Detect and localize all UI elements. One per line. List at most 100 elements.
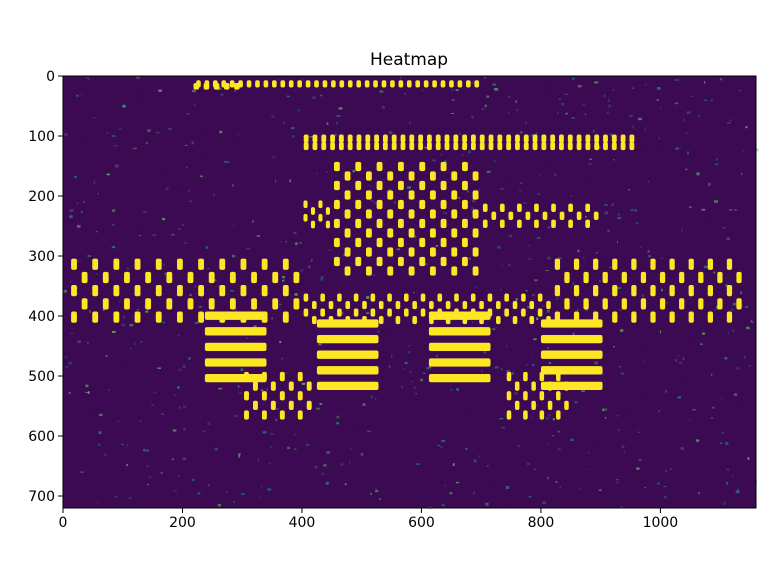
- noise-cell: [138, 215, 140, 219]
- noise-cell: [587, 451, 590, 454]
- hot-cell: [620, 134, 626, 143]
- hot-cell: [314, 80, 319, 88]
- noise-cell: [481, 369, 483, 373]
- noise-cell: [515, 100, 518, 103]
- noise-cell: [214, 448, 219, 451]
- noise-cell: [605, 417, 607, 419]
- noise-cell: [719, 442, 723, 444]
- hot-cell: [629, 142, 635, 151]
- plot-frame: [62, 75, 757, 509]
- noise-cell: [698, 492, 700, 495]
- noise-cell: [714, 163, 719, 165]
- noise-cell: [187, 189, 191, 193]
- noise-cell: [191, 141, 194, 145]
- noise-cell: [173, 489, 178, 492]
- hot-cell: [542, 211, 548, 220]
- hot-cell: [282, 311, 289, 323]
- noise-cell: [178, 474, 180, 478]
- hot-cell: [593, 211, 599, 220]
- hot-cell: [435, 142, 441, 151]
- noise-cell: [520, 331, 523, 334]
- hot-cell: [440, 237, 447, 248]
- noise-cell: [279, 241, 282, 243]
- hot-cell: [517, 203, 522, 212]
- hot-cell: [251, 298, 257, 310]
- noise-cell: [710, 417, 713, 419]
- noise-cell: [487, 248, 489, 250]
- hot-cell: [240, 285, 247, 297]
- noise-cell: [275, 407, 279, 410]
- noise-cell: [134, 342, 136, 346]
- hot-cell: [293, 271, 300, 284]
- noise-cell: [64, 356, 67, 359]
- noise-cell: [86, 77, 89, 79]
- hot-cell: [331, 80, 336, 88]
- noise-cell: [372, 121, 376, 123]
- hot-cell: [529, 301, 535, 310]
- noise-cell: [129, 324, 134, 327]
- noise-cell: [722, 226, 726, 229]
- noise-cell: [326, 171, 328, 173]
- noise-cell: [166, 176, 170, 179]
- noise-cell: [700, 343, 703, 345]
- hot-cell: [428, 327, 491, 336]
- noise-cell: [585, 215, 587, 218]
- noise-cell: [739, 89, 742, 92]
- x-tick-label: 600: [408, 515, 435, 531]
- noise-cell: [571, 113, 576, 116]
- y-axis: 0 100 200 300 400 500 600 700: [28, 69, 63, 505]
- noise-cell: [121, 323, 125, 327]
- noise-cell: [552, 418, 555, 421]
- hot-cell: [479, 301, 484, 310]
- hot-cell: [203, 82, 210, 90]
- noise-cell: [69, 281, 72, 283]
- hot-cell: [376, 256, 383, 267]
- noise-cell: [372, 241, 375, 243]
- noise-cell: [645, 83, 647, 86]
- noise-cell: [644, 127, 646, 131]
- hot-cell: [466, 80, 471, 88]
- hot-cell: [506, 410, 512, 420]
- noise-cell: [531, 417, 533, 419]
- noise-cell: [148, 355, 151, 358]
- hot-cell: [204, 373, 267, 383]
- noise-cell: [675, 147, 680, 150]
- noise-cell: [161, 434, 163, 437]
- noise-cell: [240, 493, 245, 495]
- noise-cell: [218, 87, 222, 90]
- hot-cell: [356, 142, 362, 151]
- hot-cell: [631, 258, 637, 270]
- hot-cell: [251, 271, 257, 284]
- hot-cell: [113, 258, 120, 270]
- hot-cell: [451, 228, 458, 238]
- noise-cell: [274, 372, 278, 375]
- noise-cell: [552, 255, 557, 258]
- noise-cell: [289, 179, 291, 183]
- noise-cell: [731, 329, 736, 333]
- hot-cell: [213, 82, 220, 90]
- noise-cell: [291, 135, 295, 138]
- noise-cell: [470, 207, 475, 210]
- hot-cell: [547, 400, 553, 410]
- noise-cell: [85, 391, 90, 393]
- noise-cell: [513, 392, 518, 395]
- noise-cell: [383, 351, 385, 355]
- hot-cell: [449, 80, 454, 88]
- noise-cell: [375, 489, 379, 493]
- hot-cell: [355, 161, 362, 172]
- hot-cell: [432, 80, 437, 88]
- noise-cell: [501, 264, 503, 267]
- noise-cell: [459, 483, 463, 487]
- noise-cell: [449, 388, 453, 391]
- noise-cell: [590, 230, 594, 234]
- noise-cell: [80, 471, 84, 473]
- noise-cell: [727, 122, 731, 124]
- noise-cell: [175, 294, 178, 296]
- noise-cell: [415, 163, 419, 166]
- noise-cell: [65, 366, 69, 368]
- hot-cell: [330, 142, 335, 151]
- hot-cell: [508, 211, 514, 220]
- noise-cell: [664, 462, 668, 465]
- hot-cell: [198, 285, 205, 297]
- noise-cell: [675, 236, 677, 238]
